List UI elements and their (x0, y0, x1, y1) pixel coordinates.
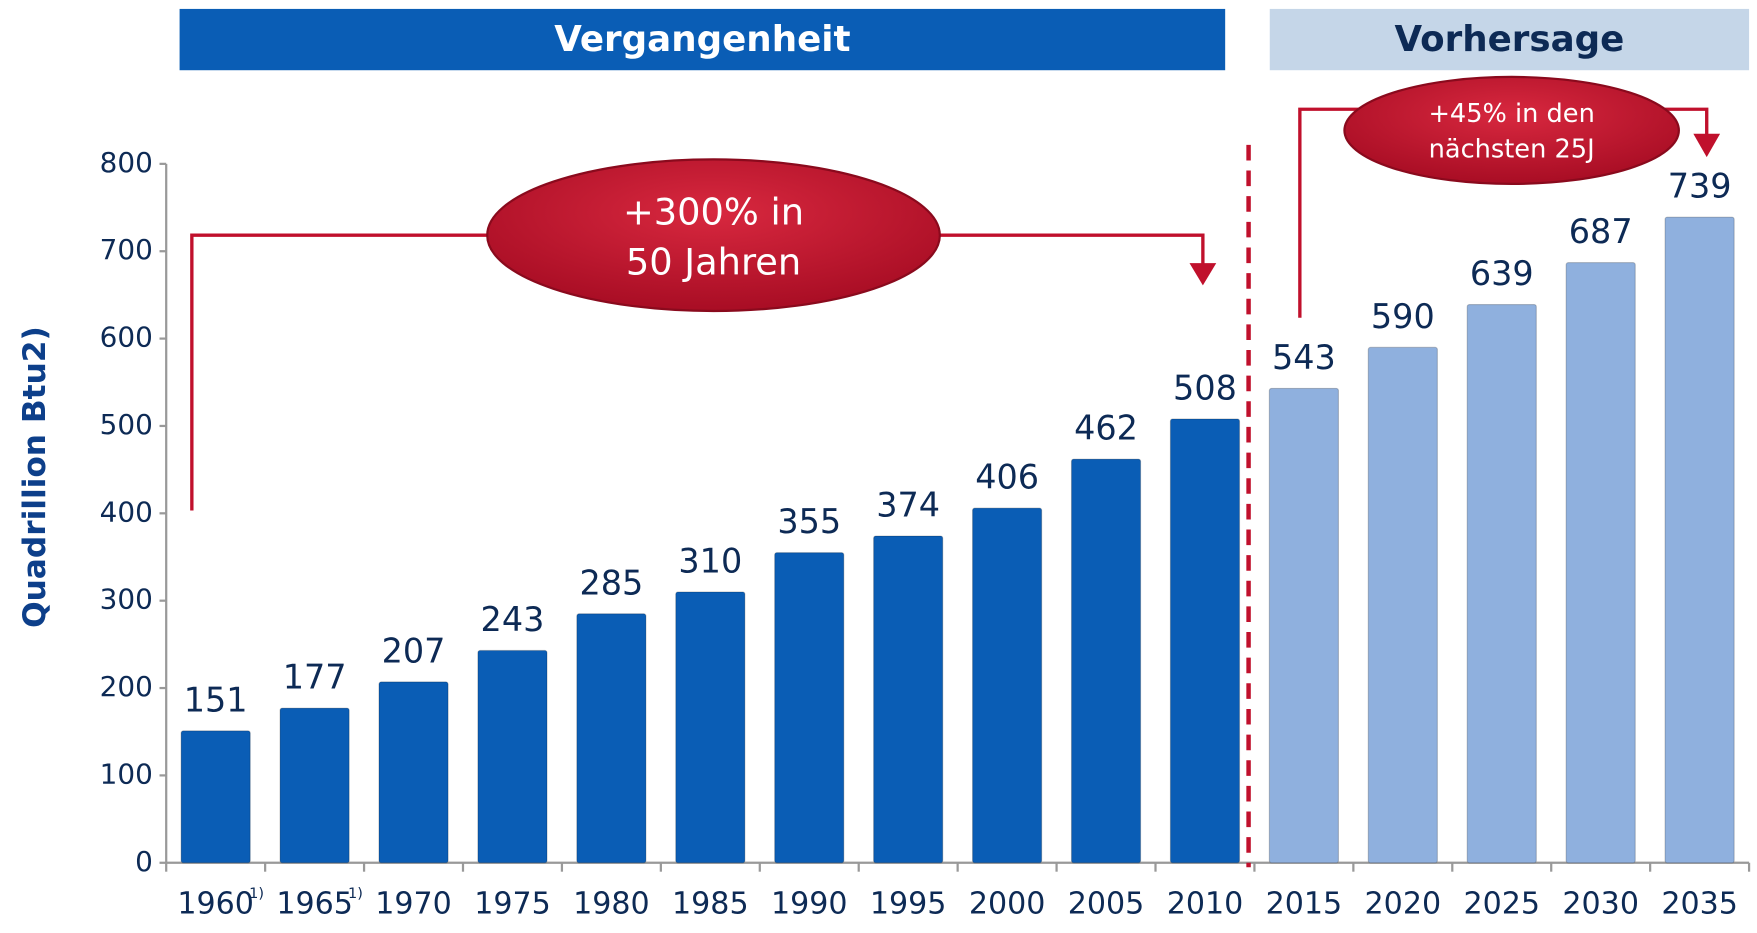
bar (774, 552, 845, 864)
arrow (1189, 263, 1217, 286)
y-tick-label: 400 (100, 495, 153, 528)
x-tick-label: 2015 (1266, 887, 1343, 922)
x-tick-note: 1) (249, 886, 264, 902)
callout (486, 158, 941, 313)
value-label: 355 (777, 502, 841, 541)
value-label: 310 (678, 541, 742, 580)
callout-text: 50 Jahren (626, 241, 801, 284)
x-tick-label: 1990 (771, 887, 848, 922)
x-tick-label: 1960 (177, 887, 254, 922)
x-tick-label: 1970 (375, 887, 452, 922)
bar (1169, 418, 1241, 864)
value-label: 243 (481, 600, 545, 639)
callout-text: nächsten 25J (1429, 134, 1595, 164)
callout-text: +45% in den (1428, 99, 1594, 129)
value-label: 687 (1569, 212, 1633, 251)
y-tick-label: 200 (100, 670, 153, 703)
y-tick-label: 600 (100, 321, 153, 354)
value-label: 462 (1074, 409, 1138, 448)
value-label: 739 (1668, 167, 1732, 206)
bar (1367, 346, 1438, 864)
arrow (1693, 133, 1721, 158)
header-label: Vorhersage (1394, 19, 1624, 60)
x-tick-label: 2020 (1365, 887, 1442, 922)
x-tick-label: 1985 (672, 887, 749, 922)
value-label: 406 (975, 458, 1039, 497)
bar (477, 649, 548, 864)
x-tick-label: 1975 (474, 887, 551, 922)
y-tick-label: 100 (100, 757, 153, 790)
x-tick-label: 2010 (1167, 887, 1244, 922)
y-tick-label: 800 (100, 146, 153, 179)
callout-text: +300% in (623, 191, 804, 234)
bar (1070, 458, 1142, 864)
bar (378, 681, 449, 864)
bar (675, 591, 746, 864)
value-label: 639 (1470, 254, 1534, 293)
x-tick-label: 2025 (1463, 887, 1540, 922)
value-label: 177 (283, 658, 347, 697)
x-tick-label: 1995 (870, 887, 947, 922)
header-label: Vergangenheit (554, 19, 850, 60)
bar (279, 707, 350, 864)
x-tick-label: 1980 (573, 887, 650, 922)
bar (1466, 303, 1537, 864)
bar (873, 535, 944, 864)
x-tick-label: 2000 (969, 887, 1046, 922)
bar (180, 730, 251, 864)
bar (1664, 216, 1735, 864)
value-label: 285 (579, 563, 643, 602)
y-tick-label: 300 (100, 583, 153, 616)
y-tick-label: 0 (135, 845, 153, 878)
value-label: 151 (184, 680, 248, 719)
x-tick-label: 2005 (1068, 887, 1145, 922)
x-tick-note: 1) (348, 886, 363, 902)
x-tick-label: 1965 (276, 887, 353, 922)
y-tick-label: 700 (100, 233, 153, 266)
bar (576, 613, 647, 864)
value-label: 207 (382, 631, 446, 670)
value-label: 590 (1371, 297, 1435, 336)
callout (1343, 75, 1680, 186)
value-label: 374 (876, 486, 940, 525)
header-past (179, 8, 1226, 71)
value-label: 543 (1272, 338, 1336, 377)
x-tick-label: 2035 (1661, 887, 1738, 922)
y-axis-label: Quadrillion Btu2) (17, 326, 53, 628)
bar (1565, 262, 1636, 864)
header-forecast (1269, 8, 1750, 71)
value-label: 508 (1173, 368, 1237, 407)
bar (971, 507, 1043, 864)
bar (1268, 387, 1340, 864)
x-tick-label: 2030 (1562, 887, 1639, 922)
y-tick-label: 500 (100, 408, 153, 441)
